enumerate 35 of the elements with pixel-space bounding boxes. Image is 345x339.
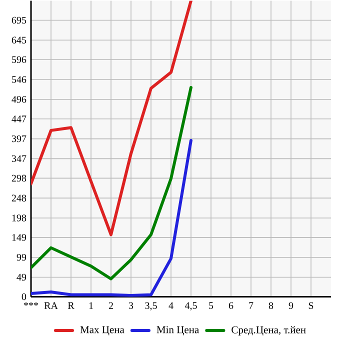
x-tick-label: 2 [108, 302, 113, 309]
x-tick-label: 6 [228, 302, 234, 310]
x-tick-label: R [68, 302, 74, 309]
x-tick-label: 1 [89, 302, 93, 309]
y-tick-label: 298 [12, 174, 26, 182]
line-series [31, 0, 192, 236]
x-tick-label: S [308, 302, 314, 310]
x-tick-label: 4,5 [184, 302, 197, 310]
y-tick-label: 99 [16, 254, 26, 261]
x-tick-label: 3,5 [145, 302, 157, 311]
x-tick-label: 9 [288, 302, 294, 310]
x-tick-label: RA [44, 302, 58, 309]
y-tick-label: 496 [12, 96, 26, 103]
legend-label: Сред.Цена, т.йен [232, 326, 306, 336]
x-tick-label: 3 [128, 302, 134, 310]
y-tick-label: 695 [12, 16, 26, 24]
legend-label: Min Цена [156, 326, 199, 336]
x-tick-label: 7 [249, 302, 254, 309]
x-tick-label: 4 [168, 302, 174, 309]
y-tick-label: 248 [12, 194, 26, 202]
y-tick-label: 0 [22, 293, 26, 300]
x-tick-label: *** [24, 302, 38, 306]
y-tick-label: 198 [12, 214, 26, 222]
y-tick-label: 546 [12, 76, 26, 83]
y-tick-label: 596 [12, 56, 26, 64]
y-tick-label: 397 [12, 136, 26, 142]
x-tick-label: 8 [268, 302, 274, 310]
x-tick-label: 5 [209, 302, 214, 310]
line-series [31, 86, 192, 280]
y-tick-label: 49 [16, 274, 26, 281]
y-tick-label: 447 [12, 116, 26, 122]
y-tick-label: 347 [12, 155, 26, 162]
legend-label: Max Цена [80, 326, 124, 336]
y-tick-label: 645 [12, 36, 26, 44]
y-tick-label: 149 [12, 234, 26, 241]
